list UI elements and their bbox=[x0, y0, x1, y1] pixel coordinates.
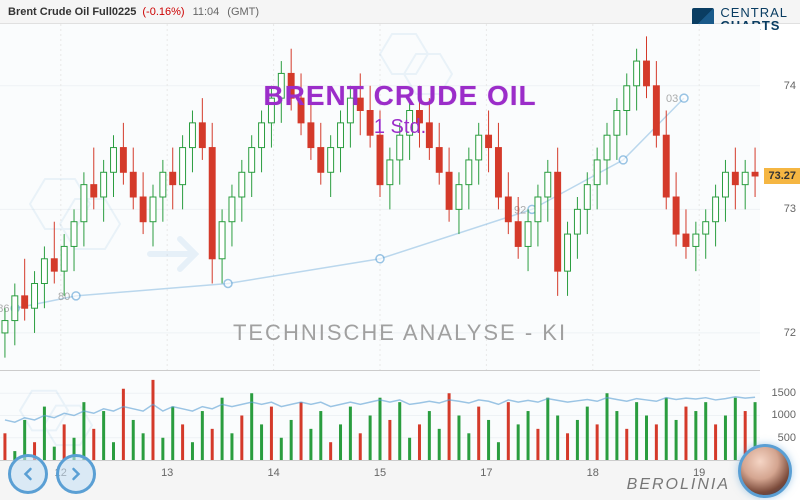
nav-next-button[interactable] bbox=[56, 454, 96, 494]
chart-header: Brent Crude Oil Full0225 (-0.16%) 11:04 … bbox=[0, 0, 800, 24]
x-tick: 18 bbox=[587, 467, 599, 479]
current-price-badge: 73.27 bbox=[764, 168, 800, 184]
berolinia-label: BEROLINIA bbox=[627, 476, 730, 494]
svg-text:92: 92 bbox=[514, 204, 526, 216]
svg-text:03: 03 bbox=[666, 93, 678, 105]
vol-y-tick: 500 bbox=[778, 432, 796, 444]
assistant-avatar[interactable] bbox=[738, 444, 792, 498]
y-tick: 73 bbox=[784, 203, 796, 215]
x-tick: 15 bbox=[374, 467, 386, 479]
nav-prev-button[interactable] bbox=[8, 454, 48, 494]
vol-y-tick: 1500 bbox=[772, 387, 796, 399]
time-label: 11:04 bbox=[193, 6, 220, 18]
y-tick: 72 bbox=[784, 327, 796, 339]
x-tick: 14 bbox=[267, 467, 279, 479]
tz-label: (GMT) bbox=[227, 6, 259, 18]
symbol-label: Brent Crude Oil Full0225 bbox=[8, 6, 136, 18]
x-tick: 13 bbox=[161, 467, 173, 479]
volume-chart[interactable] bbox=[0, 370, 760, 460]
x-tick: 17 bbox=[480, 467, 492, 479]
change-label: (-0.16%) bbox=[142, 6, 184, 18]
y-tick: 74 bbox=[784, 80, 796, 92]
price-y-axis: 72 73 74 73.27 bbox=[760, 24, 800, 370]
arrow-left-icon bbox=[18, 464, 38, 484]
price-chart[interactable]: 86809203 bbox=[0, 24, 760, 370]
vol-y-tick: 1000 bbox=[772, 409, 796, 421]
arrow-right-icon bbox=[66, 464, 86, 484]
